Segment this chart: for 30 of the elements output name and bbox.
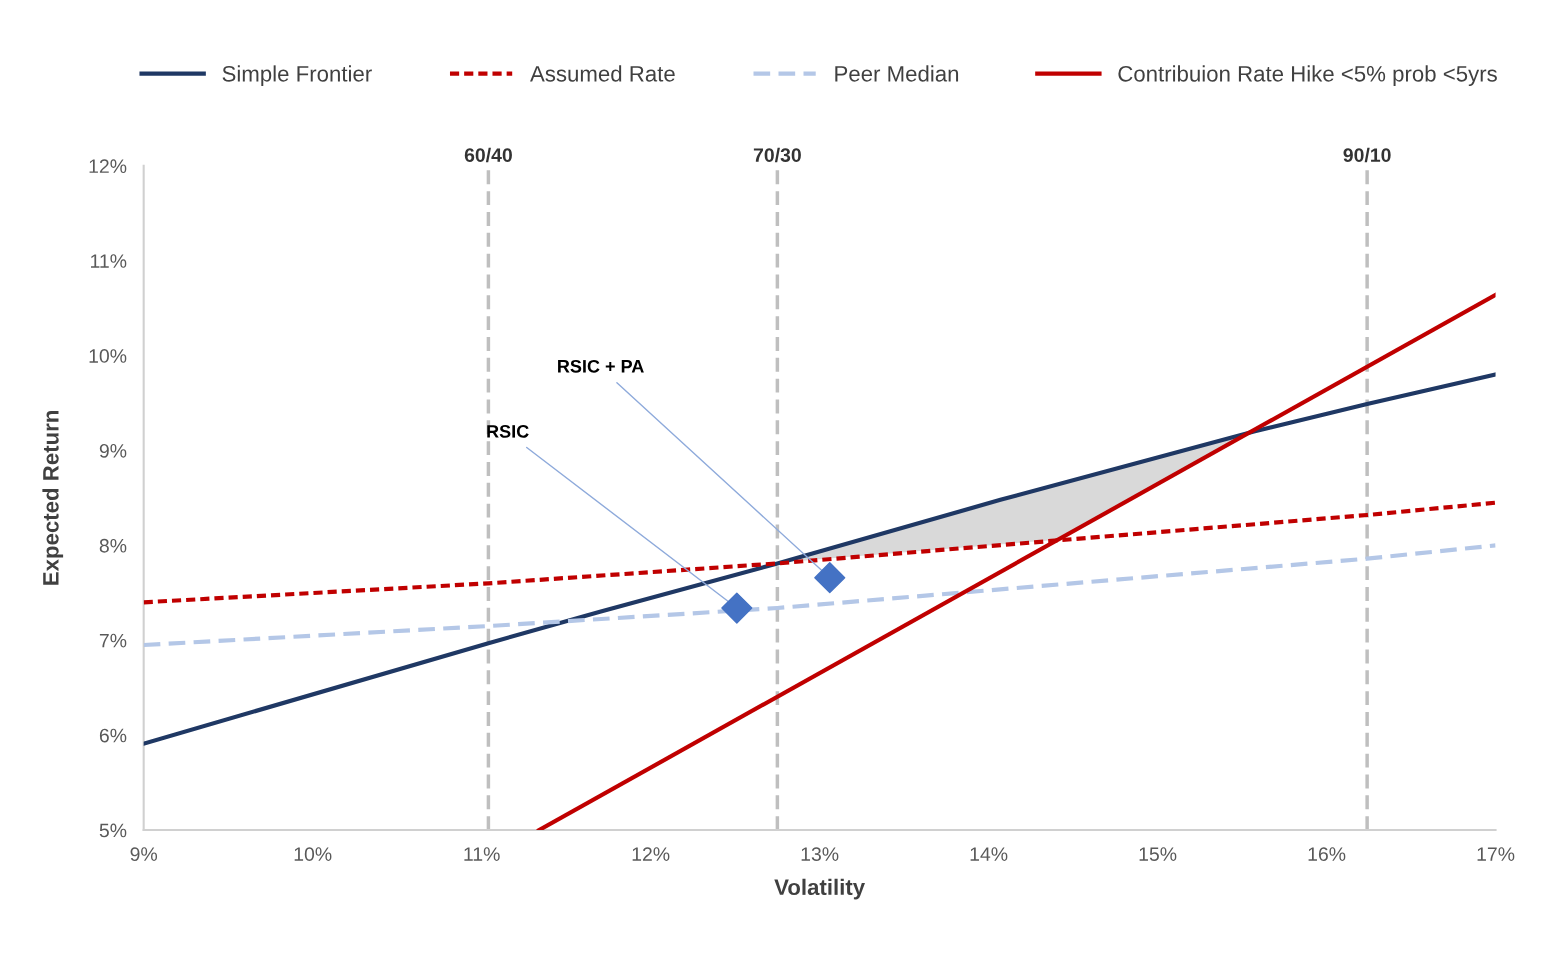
x-tick-label: 11% <box>464 847 500 861</box>
y-axis-title: Expected Return <box>42 411 64 585</box>
legend-label: Contribuion Rate Hike <5% prob <5yrs <box>1118 65 1497 87</box>
y-tick-label: 5% <box>99 823 127 838</box>
legend-label: Peer Median <box>835 65 959 82</box>
annotation: 60/40 <box>464 147 512 163</box>
line-series <box>143 543 1496 648</box>
annotation: RSIC + PA <box>558 359 644 373</box>
x-tick-label: 9% <box>130 847 158 862</box>
y-tick-label: 6% <box>99 728 127 743</box>
x-tick-label: 16% <box>1308 847 1346 862</box>
x-tick-label: 15% <box>1139 847 1177 862</box>
y-tick-label: 9% <box>99 443 127 458</box>
legend-label: Assumed Rate <box>530 65 675 82</box>
legend-label: Simple Frontier <box>222 65 372 87</box>
x-tick-label: 12% <box>632 847 670 861</box>
y-tick-label: 11% <box>91 254 127 268</box>
x-tick-label: 14% <box>970 847 1008 861</box>
x-tick-label: 13% <box>801 847 839 862</box>
annotation: RSIC <box>487 425 529 438</box>
y-tick-label: 10% <box>89 349 127 363</box>
y-tick-label: 8% <box>99 538 127 553</box>
x-axis-title: Volatility <box>774 878 865 900</box>
annotation: 70/30 <box>753 147 801 163</box>
y-tick-label: 12% <box>89 159 127 173</box>
x-tick-label: 17% <box>1477 847 1515 861</box>
annotation: 90/10 <box>1343 147 1391 163</box>
y-tick-label: 7% <box>99 633 127 648</box>
line-series <box>143 372 1496 746</box>
x-tick-label: 10% <box>294 847 332 862</box>
